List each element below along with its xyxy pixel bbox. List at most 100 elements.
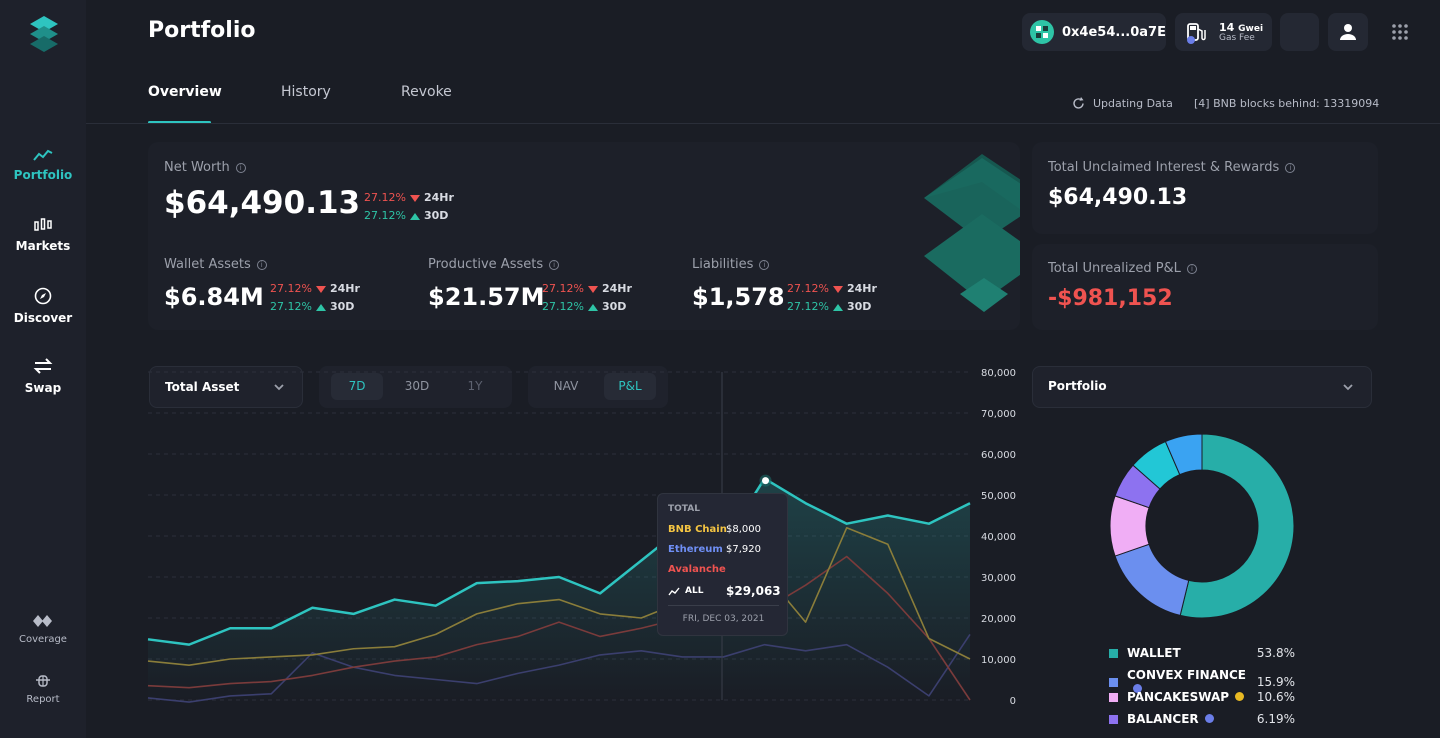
legend-label: WALLET <box>1127 646 1181 660</box>
settings-button[interactable] <box>1280 13 1319 51</box>
tooltip-bnb-label: BNB Chain <box>668 524 727 535</box>
blocks-behind: [4] BNB blocks behind: 13319094 <box>1194 97 1380 110</box>
info-icon: i <box>235 162 246 173</box>
legend-swatch <box>1109 692 1118 702</box>
wallet-assets-changes: 27.12% 24Hr 27.12% 30D <box>270 282 360 313</box>
y-tick-label: 30,000 <box>981 573 1016 584</box>
info-icon: i <box>759 259 770 270</box>
y-tick-label: 50,000 <box>981 491 1016 502</box>
unclaimed-value: $64,490.13 <box>1048 185 1188 210</box>
sidebar-item-report[interactable]: Report <box>0 672 86 705</box>
info-icon: i <box>1285 162 1296 173</box>
liabilities-label: Liabilities i <box>692 257 770 272</box>
productive-assets-label: Productive Assets i <box>428 257 560 272</box>
legend-value: 53.8% <box>1256 646 1295 660</box>
mode-nav[interactable]: NAV <box>553 379 579 393</box>
range-7d[interactable]: 7D <box>331 373 383 400</box>
portfolio-donut-chart[interactable] <box>1100 424 1304 628</box>
wallet-button[interactable]: 0x4e54...0a7E <box>1022 13 1166 51</box>
wallet-avatar-icon <box>1030 20 1054 44</box>
sidebar: Portfolio Markets Discover Swap Coverage… <box>0 0 86 738</box>
liabilities-value: $1,578 <box>692 283 785 311</box>
unrealized-value: -$981,152 <box>1048 286 1173 311</box>
user-icon <box>1340 24 1356 40</box>
sidebar-item-portfolio[interactable]: Portfolio <box>0 148 86 182</box>
legend-value: 10.6% <box>1256 690 1295 704</box>
y-tick-label: 60,000 <box>981 450 1016 461</box>
up-arrow-icon <box>832 303 843 311</box>
down-arrow-icon <box>409 194 420 202</box>
tab-history[interactable]: History <box>281 84 331 100</box>
coin-icon <box>1204 714 1214 723</box>
range-30d[interactable]: 30D <box>404 379 430 393</box>
updating-status: Updating Data <box>1093 97 1173 110</box>
apps-grid-icon[interactable] <box>1392 24 1408 40</box>
asset-select-value: Total Asset <box>165 380 240 394</box>
bug-icon <box>36 675 50 687</box>
trend-icon <box>33 149 53 161</box>
tooltip-title: TOTAL <box>668 504 700 514</box>
tooltip-all-value: $29,063 <box>726 584 781 598</box>
refresh-icon[interactable] <box>1072 97 1085 110</box>
hover-point <box>762 477 769 485</box>
sidebar-item-markets[interactable]: Markets <box>0 217 86 253</box>
account-button[interactable] <box>1328 13 1368 51</box>
y-tick-label: 0 <box>1010 696 1016 707</box>
sidebar-item-discover[interactable]: Discover <box>0 287 86 325</box>
gas-label: Gas Fee <box>1219 33 1255 43</box>
sidebar-item-coverage[interactable]: Coverage <box>0 614 86 645</box>
legend-label: CONVEX FINANCE <box>1127 668 1257 696</box>
legend-swatch <box>1109 648 1118 658</box>
tab-overview[interactable]: Overview <box>148 84 222 100</box>
productive-assets-value: $21.57M <box>428 283 545 311</box>
range-1y[interactable]: 1Y <box>467 379 483 393</box>
coin-icon <box>1133 684 1142 693</box>
wallet-assets-value: $6.84M <box>164 283 264 311</box>
y-tick-label: 20,000 <box>981 614 1016 625</box>
legend-value: 15.9% <box>1256 675 1295 689</box>
compass-icon <box>34 287 52 305</box>
logo <box>30 16 58 52</box>
net-worth-changes: 27.12% 24Hr 27.12% 30D <box>364 191 454 222</box>
mode-pnl[interactable]: P&L <box>604 373 656 400</box>
wallet-address: 0x4e54...0a7E <box>1062 24 1166 40</box>
net-worth-value: $64,490.13 <box>164 185 361 221</box>
down-arrow-icon <box>315 285 326 293</box>
tab-revoke[interactable]: Revoke <box>401 84 452 100</box>
sidebar-item-label: Coverage <box>19 634 67 645</box>
candles-icon <box>34 218 52 231</box>
y-tick-label: 10,000 <box>981 655 1016 666</box>
brand-watermark <box>924 154 1020 312</box>
tooltip-bnb-value: $8,000 <box>726 524 761 535</box>
productive-assets-changes: 27.12% 24Hr 27.12% 30D <box>542 282 632 313</box>
portfolio-select-value: Portfolio <box>1048 379 1107 393</box>
series-line <box>147 477 971 646</box>
sidebar-item-swap[interactable]: Swap <box>0 357 86 395</box>
y-tick-label: 40,000 <box>981 532 1016 543</box>
donut-slice[interactable] <box>1164 433 1203 476</box>
portfolio-line-chart[interactable]: 80,000 70,000 60,000 50,000 40,000 30,000 20,0… <box>0 0 1030 738</box>
liabilities-changes: 27.12% 24Hr 27.12% 30D <box>787 282 877 313</box>
up-arrow-icon <box>409 212 420 220</box>
tooltip-date: FRI, DEC 03, 2021 <box>682 614 765 624</box>
sidebar-item-label: Discover <box>13 311 73 325</box>
portfolio-select[interactable]: Portfolio <box>1032 366 1372 408</box>
down-arrow-icon <box>832 285 843 293</box>
legend-row: CONVEX FINANCE 15.9% <box>1109 668 1295 696</box>
donut-slice[interactable] <box>1114 543 1190 616</box>
unclaimed-card <box>1032 142 1378 234</box>
gas-fee-button[interactable]: 14 Gwei Gas Fee <box>1175 13 1272 51</box>
tooltip-divider <box>668 605 779 606</box>
tab-indicator <box>148 121 211 124</box>
summary-card <box>148 142 1020 330</box>
info-icon: i <box>256 259 267 270</box>
net-worth-label: Net Worth i <box>164 160 246 175</box>
legend-label: BALANCER <box>1127 712 1257 726</box>
donut-slice[interactable] <box>1179 433 1295 619</box>
tooltip-avax-label: Avalanche <box>668 564 726 575</box>
sidebar-item-label: Report <box>26 694 60 705</box>
asset-select[interactable]: Total Asset <box>149 366 303 408</box>
sidebar-item-label: Portfolio <box>13 168 73 182</box>
up-arrow-icon <box>315 303 326 311</box>
legend-swatch <box>1109 677 1118 687</box>
